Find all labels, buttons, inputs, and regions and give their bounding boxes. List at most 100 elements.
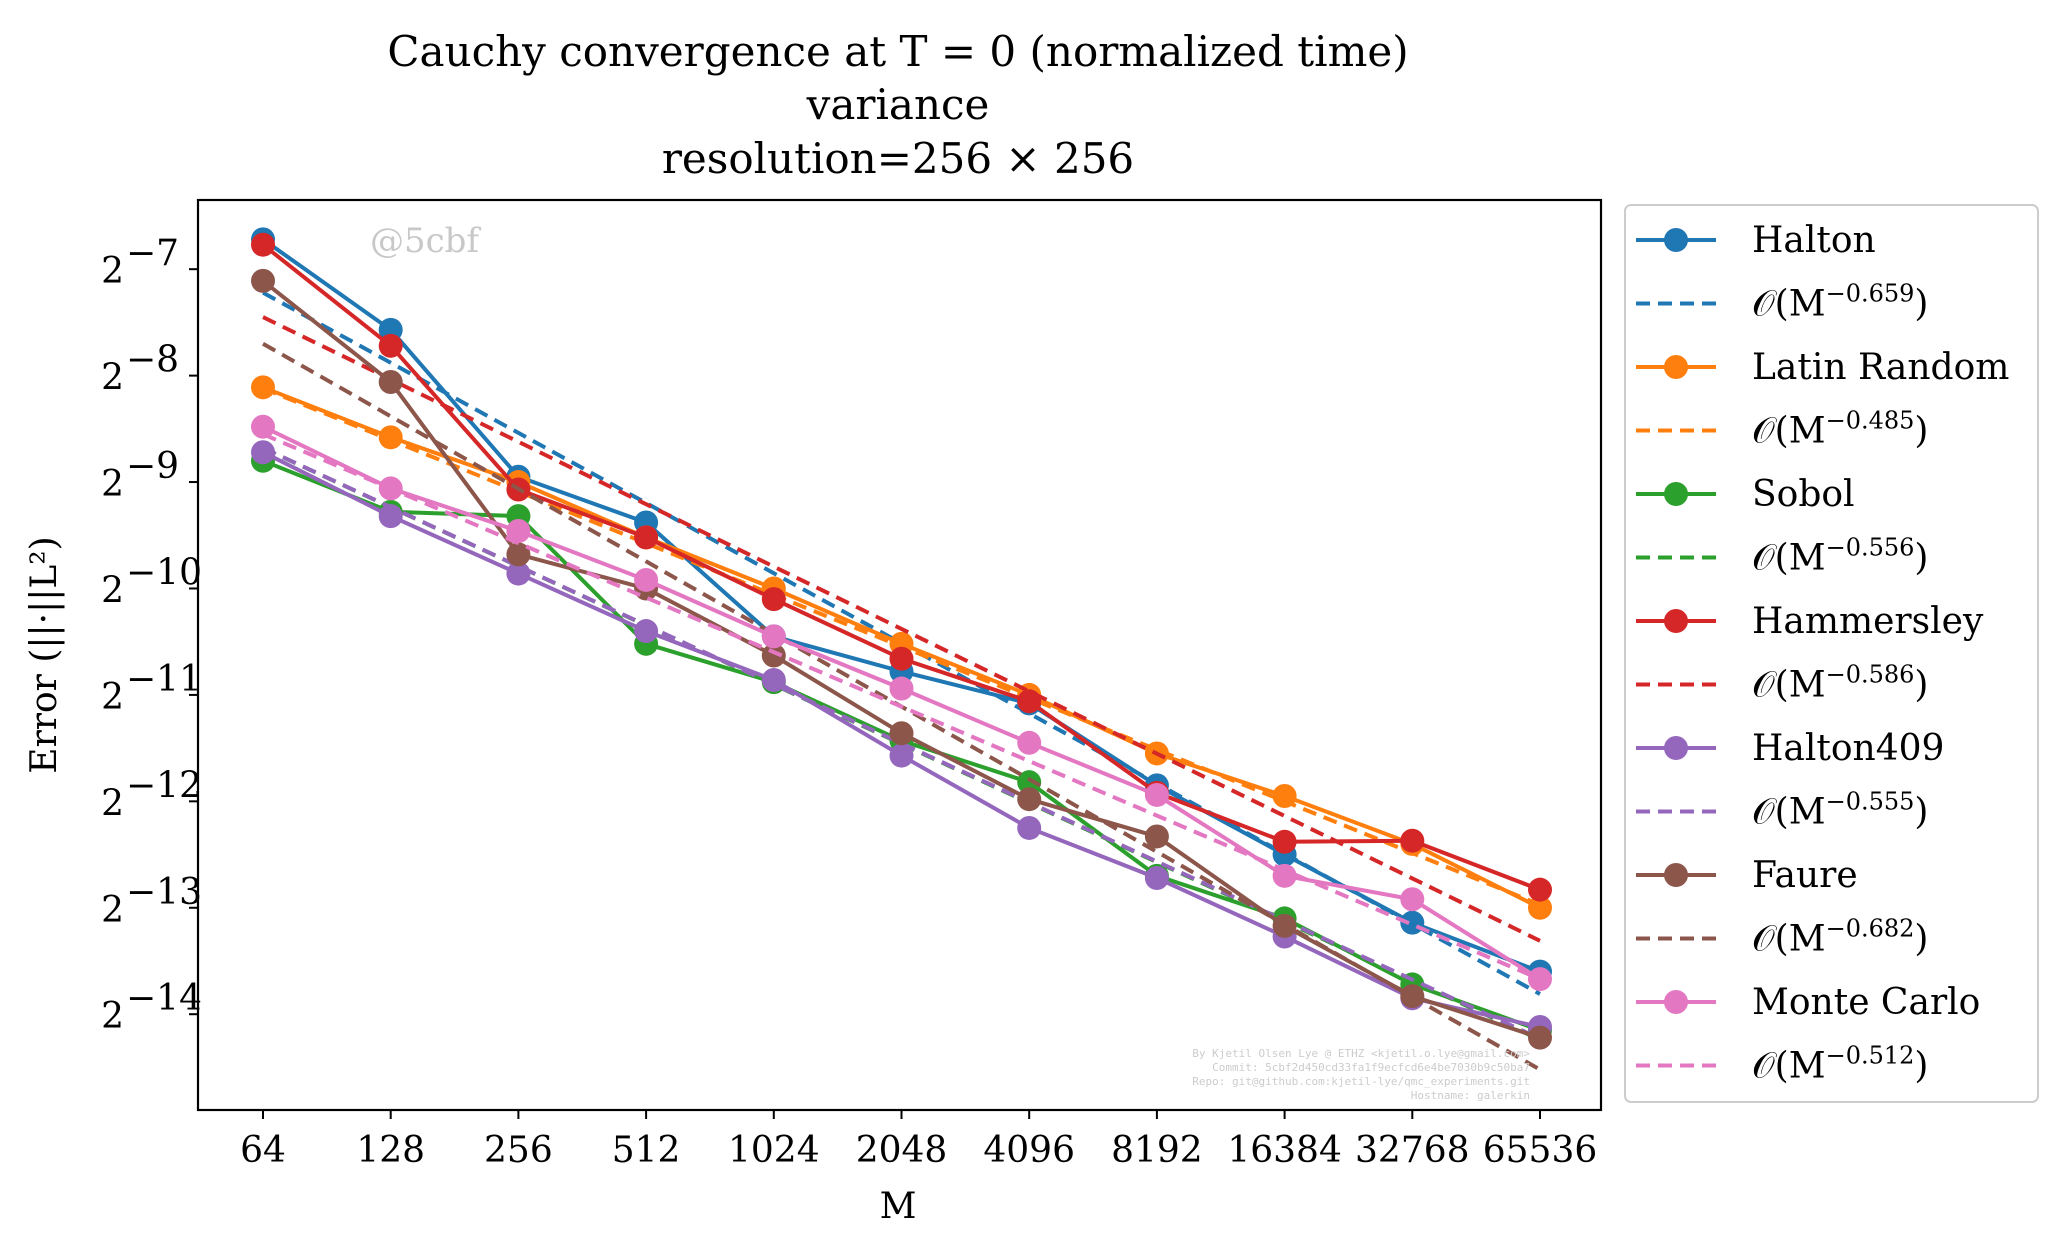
x-tick-label: 2048 [856, 1130, 948, 1171]
y-tick-label: 2 [101, 464, 124, 505]
data-point [1017, 815, 1042, 840]
x-tick-label: 1024 [728, 1130, 820, 1171]
data-point [761, 668, 786, 693]
y-tick-exponent: −7 [126, 233, 179, 274]
x-axis-label: M [880, 1186, 917, 1227]
y-tick-exponent: −10 [126, 552, 202, 593]
y-tick-label: 2 [101, 358, 124, 399]
legend-marker [1664, 990, 1688, 1014]
y-tick-label: 2 [101, 677, 124, 718]
data-point [1400, 828, 1425, 853]
legend-label: 𝒪(M−0.556) [1752, 534, 1928, 579]
legend-label: Sobol [1752, 474, 1855, 515]
data-point [506, 542, 531, 567]
data-point [761, 624, 786, 649]
y-tick-label: 2 [101, 570, 124, 611]
data-point [251, 268, 275, 293]
y-tick-exponent: −11 [126, 659, 202, 700]
watermark-text: @5cbf [370, 221, 481, 261]
legend-label: 𝒪(M−0.659) [1752, 280, 1928, 325]
plot-area-frame [196, 198, 1603, 1112]
title-line-3: resolution=256 × 256 [662, 134, 1134, 183]
data-point [634, 525, 659, 550]
x-tick-label: 512 [612, 1130, 681, 1171]
series-halton [251, 227, 1552, 984]
data-point [1017, 770, 1042, 795]
data-point [634, 619, 659, 644]
series-hammersley [251, 232, 1552, 902]
y-tick-exponent: −12 [126, 765, 202, 806]
legend-entry: Faure [1636, 855, 1858, 896]
credits-line: Commit: 5cbf2d450cd33fa1f9ecfcd6e4be7030… [1212, 1061, 1530, 1074]
data-point [378, 504, 403, 529]
data-point [889, 646, 914, 671]
series-o-m-0-512 [262, 432, 1541, 981]
legend-label: Halton409 [1752, 728, 1944, 769]
legend-label: Latin Random [1752, 347, 2009, 388]
series-monte-carlo [251, 414, 1552, 992]
data-point [251, 375, 275, 400]
legend-label: 𝒪(M−0.586) [1752, 661, 1928, 706]
series-line [261, 237, 1541, 974]
data-point [1144, 865, 1169, 890]
data-point [1528, 877, 1552, 902]
y-axis-label: Error (||·||L²) [24, 536, 65, 773]
legend-entry: Sobol [1636, 474, 1855, 515]
legend-marker [1664, 609, 1688, 633]
legend-label: 𝒪(M−0.555) [1752, 788, 1928, 833]
data-point [251, 440, 275, 465]
data-point [1017, 730, 1042, 755]
data-point [251, 232, 275, 257]
data-point [889, 721, 914, 746]
y-tick-exponent: −14 [126, 978, 202, 1019]
data-point [889, 676, 914, 701]
legend-entry: 𝒪(M−0.659) [1636, 280, 1928, 325]
series-layer [251, 227, 1552, 1072]
data-point [1017, 787, 1042, 812]
legend-entry: 𝒪(M−0.682) [1636, 915, 1928, 960]
data-point [1144, 824, 1169, 849]
legend: Halton 𝒪(M−0.659) Latin Random 𝒪(M−0.485) So… [1624, 204, 2039, 1103]
data-point [506, 519, 531, 544]
legend-entry: Latin Random [1636, 347, 2009, 388]
x-tick-label: 64 [240, 1130, 286, 1171]
legend-marker [1664, 355, 1688, 379]
y-tick-label: 2 [101, 783, 124, 824]
legend-label: Halton [1752, 220, 1876, 261]
data-point [378, 333, 403, 358]
y-tick-label: 2 [101, 251, 124, 292]
data-point [761, 643, 786, 668]
legend-entry: Hammersley [1636, 601, 1984, 642]
fit-line [262, 315, 1541, 943]
credits-line: By Kjetil Olsen Lye @ ETHZ <kjetil.o.lye… [1192, 1047, 1530, 1060]
x-tick-label: 16384 [1227, 1130, 1342, 1171]
x-tick-label: 8192 [1111, 1130, 1203, 1171]
legend-marker [1664, 863, 1688, 887]
data-point [1017, 689, 1042, 714]
legend-label: Hammersley [1752, 601, 1984, 642]
data-point [889, 743, 914, 768]
legend-entry: 𝒪(M−0.485) [1636, 407, 1928, 452]
data-point [1272, 829, 1297, 854]
data-point [1272, 863, 1297, 888]
x-tick-label: 32768 [1355, 1130, 1470, 1171]
title-line-2: variance [806, 80, 990, 129]
legend-marker [1664, 228, 1688, 252]
data-point [251, 414, 275, 439]
y-tick-exponent: −8 [126, 340, 179, 381]
legend-entry: Halton [1636, 220, 1876, 261]
title-line-1: Cauchy convergence at T = 0 (normalized … [387, 27, 1408, 76]
legend-label: 𝒪(M−0.512) [1752, 1042, 1928, 1087]
legend-marker [1664, 482, 1688, 506]
fit-line [262, 432, 1541, 981]
credits-line: Repo: git@github.com:kjetil-lye/qmc_expe… [1192, 1075, 1530, 1088]
credits-block: By Kjetil Olsen Lye @ ETHZ <kjetil.o.lye… [1192, 1047, 1530, 1102]
fit-line [262, 446, 1541, 1041]
credits-line: Hostname: galerkin [1411, 1089, 1530, 1102]
data-point [1400, 887, 1425, 912]
y-tick-label: 2 [101, 996, 124, 1037]
data-point [378, 370, 403, 394]
legend-entry: 𝒪(M−0.586) [1636, 661, 1928, 706]
legend-marker [1664, 736, 1688, 760]
